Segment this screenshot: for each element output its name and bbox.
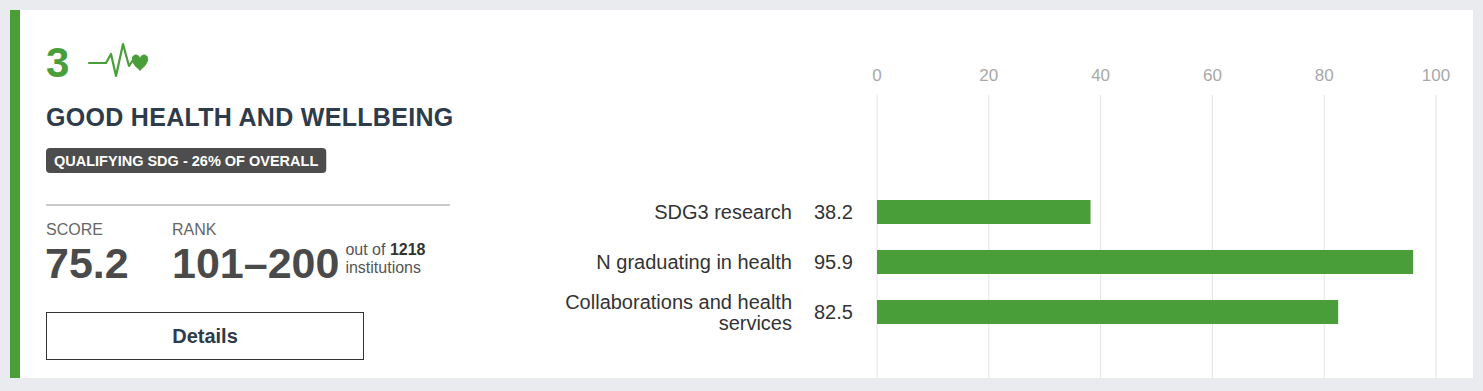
- bar: [877, 200, 1091, 224]
- grid-line: [1100, 95, 1101, 378]
- rank-total: 1218: [390, 241, 426, 258]
- badge-text: QUALIFYING SDG - 26% OF OVERALL: [54, 153, 318, 169]
- tick-label: 60: [1203, 66, 1222, 85]
- card-title: GOOD HEALTH AND WELLBEING: [46, 103, 453, 131]
- rank-total-line: out of 1218: [345, 241, 425, 258]
- category-line: services: [719, 312, 792, 334]
- category-line: SDG3 research: [654, 201, 792, 223]
- score-label: SCORE: [46, 221, 103, 238]
- rank-value: 101–200: [172, 239, 339, 287]
- score-value: 75.2: [45, 239, 129, 287]
- grid-line: [1436, 95, 1437, 378]
- details-button[interactable]: Details: [47, 313, 364, 360]
- heartbeat-line: [89, 44, 133, 76]
- tick-label: 0: [872, 66, 881, 85]
- card-accent: [10, 10, 20, 378]
- badge-group: QUALIFYING SDG - 26% OF OVERALL: [46, 148, 326, 173]
- category-label: Collaborations and healthservices: [565, 291, 792, 334]
- data-label: 38.2: [814, 201, 853, 223]
- badge: [46, 148, 326, 173]
- card: [10, 10, 1473, 378]
- grid-line: [877, 95, 878, 378]
- grid-line: [1212, 95, 1213, 378]
- bar: [877, 250, 1413, 274]
- x-axis: 0 20 40 60 80 100: [872, 66, 1450, 378]
- category-line: N graduating in health: [596, 251, 792, 273]
- divider: [46, 204, 450, 206]
- labels: 38.2 SDG3 research 95.9 N graduating in hea…: [565, 201, 853, 334]
- data-label: 82.5: [814, 301, 853, 323]
- grid-line: [1324, 95, 1325, 378]
- tick-label: 20: [979, 66, 998, 85]
- category-label: N graduating in health: [596, 251, 792, 273]
- button-label: Details: [172, 325, 238, 347]
- tick-label: 100: [1422, 66, 1450, 85]
- tick-label: 80: [1315, 66, 1334, 85]
- category-label: SDG3 research: [654, 201, 792, 223]
- category-line: Collaborations and health: [565, 291, 792, 313]
- bars: [877, 200, 1413, 324]
- page: 3 GOOD HEALTH AND WELLBEING QUALIFYING SDG…: [0, 0, 1483, 391]
- rank-label: RANK: [172, 221, 217, 238]
- grid-line: [988, 95, 989, 378]
- background: [0, 0, 1483, 391]
- rank-out-of: out of: [345, 241, 389, 258]
- data-label: 95.9: [814, 251, 853, 273]
- tick-label: 40: [1091, 66, 1110, 85]
- sdg-icon: [89, 44, 148, 76]
- sdg-number: 3: [46, 39, 69, 86]
- rank-unit: institutions: [345, 259, 421, 276]
- heart: [132, 55, 147, 70]
- bar: [877, 300, 1338, 324]
- button-box: [47, 313, 364, 360]
